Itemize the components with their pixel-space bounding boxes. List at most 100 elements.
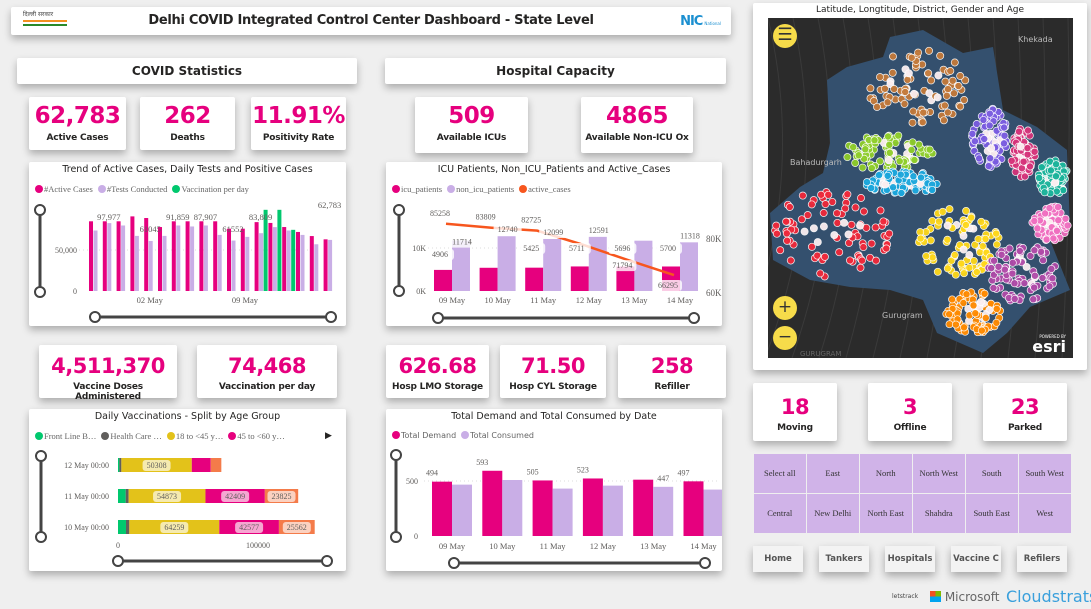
map-point — [919, 108, 928, 117]
map-point — [1030, 216, 1039, 225]
legend-item[interactable]: Vaccination per day — [172, 184, 249, 194]
map-point — [772, 221, 781, 230]
legend-item[interactable]: Total Demand — [392, 431, 456, 440]
legend-item[interactable]: active_cases — [519, 184, 571, 194]
data-label: 505 — [527, 467, 539, 476]
map-point — [884, 156, 893, 165]
legend-item[interactable]: 45 to <60 y… — [228, 431, 285, 441]
map-point — [846, 256, 854, 265]
bar-icu-patients — [616, 266, 635, 291]
map-point — [984, 162, 993, 171]
data-label-bg — [608, 243, 637, 254]
data-label-bg — [471, 211, 500, 223]
map-point — [1038, 274, 1047, 282]
kpi-cyl-storage: 71.50 Hosp CYL Storage — [500, 345, 606, 398]
map-point — [962, 206, 971, 215]
map-menu-icon[interactable]: ☰ — [773, 24, 797, 48]
kpi-value: 262 — [164, 103, 211, 129]
map-point — [917, 173, 925, 182]
legend-item[interactable]: non_icu_patients — [447, 184, 514, 194]
map-canvas[interactable]: Khekada Bahadurgarh Gurugram GURUGRAM ☰ … — [768, 18, 1073, 358]
map-point — [896, 170, 905, 179]
map-point — [950, 58, 959, 67]
map-point — [819, 209, 828, 217]
kpi-value: 62,783 — [34, 103, 121, 129]
map-point — [803, 211, 812, 220]
bar-non-icu-patients — [588, 236, 607, 291]
legend-swatch — [461, 431, 470, 439]
legend-item[interactable]: #Tests Conducted — [97, 184, 167, 194]
map-point — [858, 163, 867, 172]
kpi-value: 509 — [448, 103, 495, 129]
nav-vaccine-button[interactable]: Vaccine C — [951, 546, 1001, 572]
map-point — [889, 52, 897, 61]
map-point — [1030, 271, 1039, 280]
legend-item[interactable]: Health Care … — [101, 431, 162, 441]
map-point — [884, 132, 892, 141]
district-shahdra[interactable]: Shahdra — [913, 494, 965, 533]
nav-home-button[interactable]: Home — [753, 546, 803, 572]
legend-item[interactable]: Front Line B… — [35, 431, 96, 441]
district-east[interactable]: East — [807, 454, 859, 493]
nav-tankers-button[interactable]: Tankers — [819, 546, 869, 572]
legend-item[interactable]: 18 to <45 y… — [166, 431, 223, 441]
map-point — [859, 207, 868, 216]
district-north-east[interactable]: North East — [860, 494, 912, 533]
data-label: 523 — [577, 465, 589, 474]
map-point — [847, 220, 856, 229]
legend-item[interactable]: icu_patients — [392, 184, 442, 194]
district-south[interactable]: South — [966, 454, 1018, 493]
district-north[interactable]: North — [860, 454, 912, 493]
map-point — [783, 236, 792, 245]
bar-total-demand — [582, 478, 603, 536]
kpi-value: 626.68 — [398, 354, 477, 378]
kpi-value: 11.91% — [252, 103, 345, 129]
zoom-out-icon[interactable]: − — [773, 326, 797, 350]
map-point — [819, 222, 828, 231]
nav-hospitals-button[interactable]: Hospitals — [885, 546, 935, 572]
district-south-west[interactable]: South West — [1019, 454, 1071, 493]
map-point — [947, 256, 956, 265]
bar-active-cases — [282, 227, 287, 291]
map-point — [885, 140, 894, 149]
map-point — [772, 229, 781, 238]
data-label: 25562 — [287, 523, 307, 532]
bar-icu-patients — [479, 267, 498, 291]
map-point — [782, 229, 791, 238]
data-label-bg — [562, 243, 591, 254]
bar-tests-conducted — [300, 234, 305, 291]
kpi-vaccination-per-day: 74,468 Vaccination per day — [197, 345, 337, 398]
map-point — [979, 115, 988, 124]
map-point — [867, 239, 876, 248]
chart-title: Total Demand and Total Consumed by Date — [451, 411, 657, 422]
map-point — [871, 223, 880, 232]
x-tick-label: 09 May — [439, 541, 466, 551]
legend-label: Total Demand — [401, 431, 457, 440]
kpi-value: 74,468 — [227, 354, 307, 378]
bar-total-consumed — [653, 486, 674, 536]
bar-active-cases — [158, 227, 162, 291]
district-south-east[interactable]: South East — [966, 494, 1018, 533]
map-point — [948, 295, 957, 304]
district-central[interactable]: Central — [754, 494, 806, 533]
district-new-delhi[interactable]: New Delhi — [807, 494, 859, 533]
nav-refilers-button[interactable]: Refilers — [1017, 546, 1067, 572]
zoom-in-icon[interactable]: + — [773, 296, 797, 320]
district-north-west[interactable]: North West — [913, 454, 965, 493]
district-west[interactable]: West — [1019, 494, 1071, 533]
legend-item[interactable]: Total Consumed — [461, 431, 534, 440]
legend-next-arrow-icon[interactable]: ▶ — [325, 431, 332, 441]
legend-label: Total Consumed — [470, 431, 534, 440]
bar-non-icu-patients — [543, 238, 562, 291]
range-slider-handle — [321, 555, 333, 567]
bar-tests-conducted — [203, 225, 208, 291]
map-point — [994, 262, 1003, 271]
kpi-value: 258 — [650, 354, 694, 378]
bar-total-demand — [532, 480, 553, 536]
legend-item[interactable]: #Active Cases — [35, 184, 93, 194]
bar-active-cases — [89, 221, 93, 291]
chart-legend: icu_patients non_icu_patients active_cases — [392, 184, 576, 194]
district-select-all[interactable]: Select all — [754, 454, 806, 493]
map-point — [933, 267, 942, 276]
bar-total-consumed — [703, 489, 722, 536]
